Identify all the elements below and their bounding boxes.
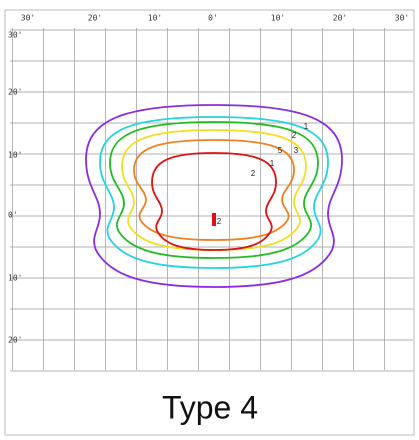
left-axis-label: 20' bbox=[8, 336, 22, 345]
center-mark bbox=[212, 213, 216, 226]
top-axis-label: 30' bbox=[21, 14, 35, 23]
contour-label: 1 bbox=[270, 159, 275, 168]
contour bbox=[133, 139, 295, 241]
caption: Type 4 bbox=[162, 389, 258, 425]
contour bbox=[85, 104, 343, 288]
left-axis-label: 30' bbox=[8, 31, 22, 40]
frame bbox=[4, 9, 415, 436]
contour bbox=[151, 152, 277, 251]
contour-label: 3 bbox=[294, 146, 299, 155]
top-axis-label: 20' bbox=[88, 14, 102, 23]
contour-label: 2 bbox=[251, 169, 256, 178]
contour-label: 2 bbox=[292, 131, 297, 140]
contour bbox=[99, 116, 329, 269]
contour-label: 1 bbox=[304, 122, 309, 131]
contour-label: 5 bbox=[278, 146, 283, 155]
left-axis-label: 20' bbox=[8, 88, 22, 97]
top-axis-label: 20' bbox=[333, 14, 347, 23]
contour-label: 2 bbox=[217, 217, 222, 226]
left-axis-label: 0' bbox=[8, 211, 18, 220]
contours bbox=[85, 104, 343, 288]
top-axis-label: 30' bbox=[395, 14, 409, 23]
top-axis-label: 10' bbox=[271, 14, 285, 23]
top-axis-label: 0' bbox=[208, 14, 218, 23]
left-axis-label: 10' bbox=[8, 274, 22, 283]
top-axis-label: 10' bbox=[148, 14, 162, 23]
grid bbox=[10, 28, 413, 372]
contour bbox=[109, 121, 319, 259]
left-axis-label: 10' bbox=[8, 151, 22, 160]
